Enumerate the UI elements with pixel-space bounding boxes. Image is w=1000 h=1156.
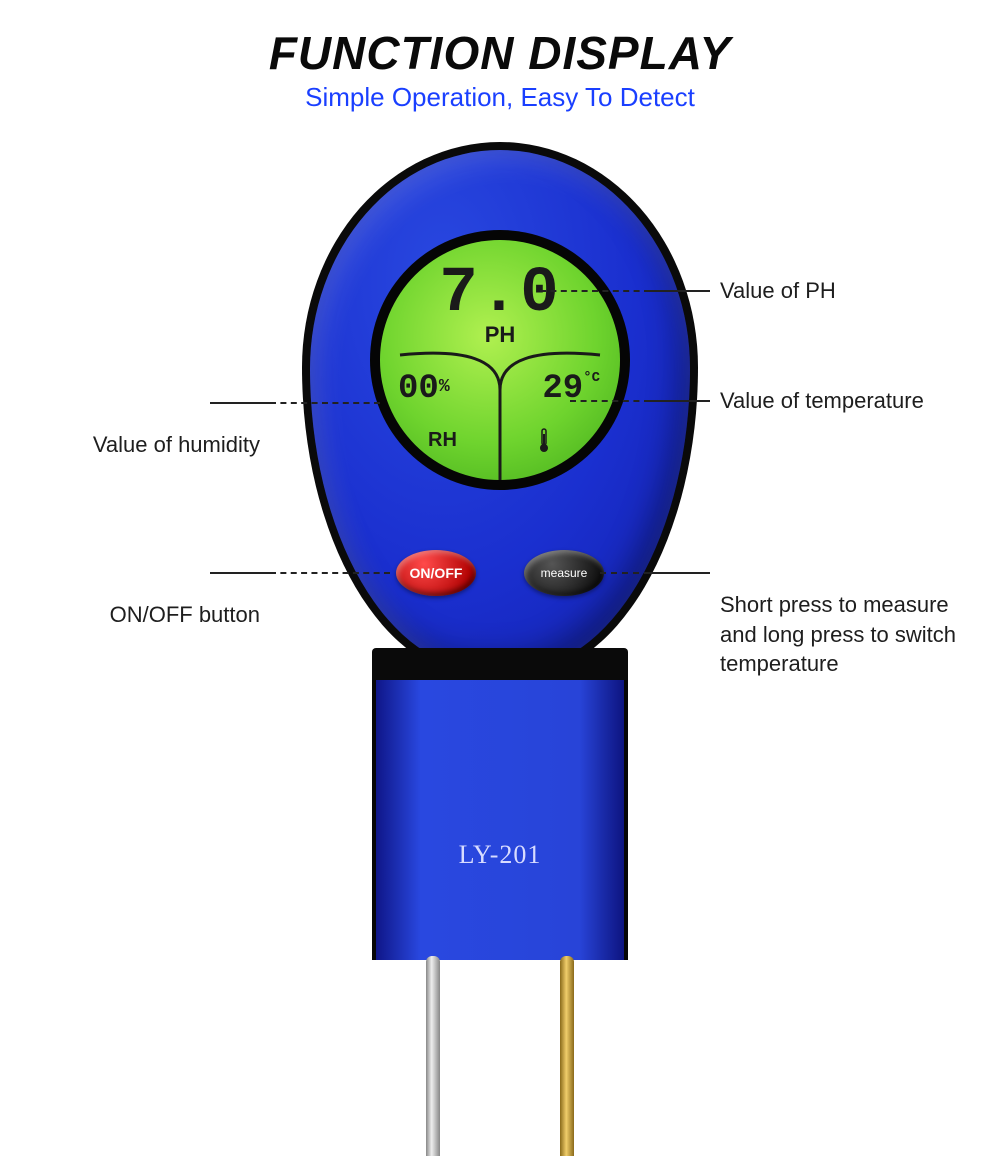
subtitle: Simple Operation, Easy To Detect xyxy=(0,82,1000,113)
temperature-value: 29°C xyxy=(542,370,600,408)
temperature-unit: °C xyxy=(583,370,600,386)
device-handle xyxy=(372,680,628,960)
humidity-number: 00 xyxy=(398,370,439,408)
lead-measure-end xyxy=(650,572,710,574)
thermometer-icon xyxy=(538,428,550,454)
lead-humidity xyxy=(270,402,380,404)
callout-onoff: ON/OFF button xyxy=(30,600,260,630)
temperature-number: 29 xyxy=(542,370,583,408)
lead-onoff xyxy=(270,572,390,574)
callout-temperature: Value of temperature xyxy=(720,386,924,416)
humidity-unit: % xyxy=(439,377,450,397)
model-label: LY-201 xyxy=(310,840,690,870)
lead-humidity-end xyxy=(210,402,270,404)
device: 7.0 PH 00% 29°C RH ON/OFF measure LY-201 xyxy=(310,150,690,1000)
onoff-button[interactable]: ON/OFF xyxy=(396,550,476,596)
lcd-divider xyxy=(380,240,620,480)
lead-onoff-end xyxy=(210,572,270,574)
callout-measure: Short press to measure and long press to… xyxy=(720,590,990,679)
probe-left xyxy=(426,956,440,1156)
measure-button[interactable]: measure xyxy=(524,550,604,596)
lcd-screen: 7.0 PH 00% 29°C RH xyxy=(380,240,620,480)
lead-ph-end xyxy=(650,290,710,292)
lead-temp-end xyxy=(650,400,710,402)
humidity-value: 00% xyxy=(398,370,450,408)
humidity-label: RH xyxy=(428,429,457,452)
probe-right xyxy=(560,956,574,1156)
lead-temp xyxy=(570,400,650,402)
main-title: FUNCTION DISPLAY xyxy=(0,0,1000,80)
lead-measure xyxy=(600,572,650,574)
lead-ph xyxy=(540,290,650,292)
callout-ph: Value of PH xyxy=(720,276,836,306)
callout-humidity: Value of humidity xyxy=(10,430,260,460)
